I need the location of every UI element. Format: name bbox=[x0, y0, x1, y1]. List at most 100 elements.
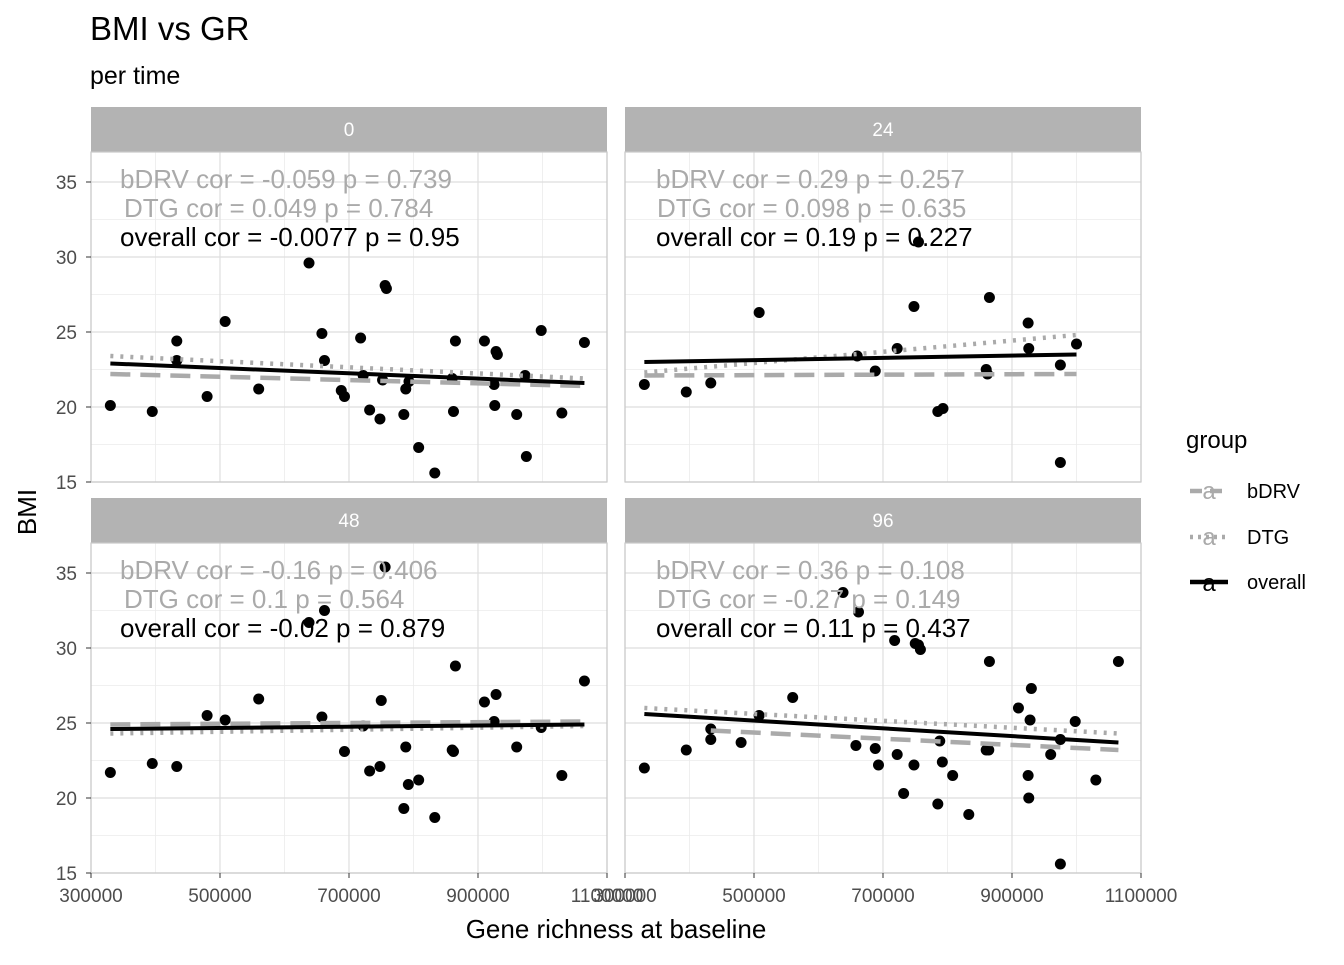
regression-line-bdrv bbox=[644, 371, 1077, 378]
legend-label-bdrv: bDRV bbox=[1247, 481, 1301, 503]
y-tick-label: 30 bbox=[56, 248, 77, 269]
y-tick-label: 15 bbox=[56, 473, 77, 494]
x-tick-label: 300000 bbox=[59, 886, 122, 907]
panel-border bbox=[624, 151, 1142, 483]
legend-key-glyph-bdrv: a bbox=[1202, 478, 1216, 505]
y-tick-label: 35 bbox=[56, 173, 77, 194]
panel-border bbox=[90, 151, 608, 483]
facet-strip-label: 0 bbox=[344, 120, 355, 141]
correlation-label-overall: overall cor = 0.11 p = 0.437 bbox=[656, 613, 971, 643]
regression-line-overall bbox=[644, 712, 1119, 745]
data-point bbox=[908, 759, 920, 771]
data-point bbox=[1054, 858, 1066, 870]
facet-strip bbox=[91, 107, 607, 152]
facet-strip bbox=[625, 498, 1141, 543]
data-point bbox=[889, 635, 901, 646]
data-point bbox=[478, 696, 490, 708]
data-point bbox=[379, 561, 391, 573]
data-point bbox=[519, 370, 531, 381]
data-point bbox=[1023, 343, 1035, 354]
regression-line-bdrv bbox=[110, 719, 585, 727]
correlation-label-bdrv: bDRV cor = -0.059 p = 0.739 bbox=[120, 164, 452, 194]
x-tick-label: 700000 bbox=[851, 886, 914, 907]
x-axis-label: Gene richness at baseline bbox=[466, 914, 767, 944]
data-point bbox=[171, 335, 183, 347]
legend-key-glyph-overall: a bbox=[1202, 570, 1216, 597]
facet-panels: 0 15 20 25 30 35 bDRV cor = -0.059 p = 0.739 DT… bbox=[56, 107, 1177, 907]
y-tick-label: 25 bbox=[56, 323, 77, 344]
legend-item-bdrv: a bDRV bbox=[1190, 478, 1301, 505]
data-point bbox=[932, 798, 944, 810]
chart-title: BMI vs GR bbox=[90, 10, 250, 47]
chart-subtitle: per time bbox=[90, 62, 180, 90]
data-point bbox=[171, 761, 183, 772]
facet-panel-96: 96 300000 500000 700000 900000 1100000 bDRV co… bbox=[593, 498, 1177, 907]
correlation-label-bdrv: bDRV cor = 0.29 p = 0.257 bbox=[656, 164, 965, 194]
x-tick-label: 500000 bbox=[188, 886, 251, 907]
data-point bbox=[398, 803, 410, 814]
legend-title: group bbox=[1186, 427, 1247, 454]
data-point bbox=[511, 409, 523, 420]
data-point bbox=[891, 749, 903, 760]
data-point bbox=[963, 809, 975, 820]
data-point bbox=[1022, 317, 1034, 329]
data-point bbox=[680, 386, 692, 398]
correlation-label-bdrv: bDRV cor = 0.36 p = 0.108 bbox=[656, 555, 965, 585]
data-point bbox=[1069, 716, 1081, 727]
data-point bbox=[1045, 749, 1057, 760]
data-point bbox=[201, 710, 213, 721]
data-point bbox=[219, 714, 231, 726]
data-point bbox=[638, 379, 650, 390]
y-axis-label: BMI bbox=[12, 489, 42, 535]
data-point bbox=[1071, 338, 1082, 350]
data-point bbox=[413, 774, 425, 786]
data-point bbox=[488, 379, 500, 390]
data-point bbox=[201, 391, 213, 402]
data-point bbox=[303, 617, 315, 628]
data-point bbox=[511, 741, 523, 753]
data-point bbox=[753, 307, 765, 318]
data-point bbox=[355, 332, 367, 344]
data-point bbox=[705, 377, 717, 389]
regression-line-overall bbox=[110, 722, 585, 731]
data-point bbox=[520, 451, 532, 462]
data-point bbox=[1024, 714, 1036, 726]
facet-strip-label: 48 bbox=[338, 511, 359, 532]
y-tick-label: 30 bbox=[56, 639, 77, 660]
y-tick-label: 20 bbox=[56, 789, 77, 810]
regression-line-dtg bbox=[644, 332, 1077, 375]
data-point bbox=[318, 355, 330, 366]
data-point bbox=[429, 812, 441, 823]
data-point bbox=[787, 692, 799, 703]
regression-line-bdrv bbox=[710, 728, 1119, 753]
regression-line-bdrv bbox=[110, 371, 585, 389]
data-point bbox=[1012, 702, 1024, 714]
data-point bbox=[447, 406, 459, 417]
data-point bbox=[1054, 359, 1066, 371]
data-point bbox=[447, 746, 459, 757]
data-point bbox=[364, 765, 376, 777]
data-point bbox=[891, 343, 903, 354]
correlation-label-dtg: DTG cor = 0.098 p = 0.635 bbox=[657, 193, 966, 223]
facet-strip-label: 24 bbox=[872, 120, 894, 141]
data-point bbox=[912, 236, 924, 248]
facet-strip bbox=[625, 107, 1141, 152]
correlation-label-overall: overall cor = 0.19 p = 0.227 bbox=[656, 222, 973, 252]
data-point bbox=[947, 770, 959, 781]
legend-key-glyph-dtg: a bbox=[1202, 524, 1216, 551]
data-point bbox=[400, 741, 412, 753]
data-point bbox=[983, 292, 995, 303]
data-point bbox=[318, 605, 330, 616]
data-point bbox=[1112, 656, 1124, 667]
data-point bbox=[680, 744, 692, 756]
data-point bbox=[338, 391, 350, 402]
data-point bbox=[735, 737, 747, 748]
data-point bbox=[1022, 770, 1034, 781]
data-point bbox=[705, 734, 717, 745]
data-point bbox=[1025, 683, 1037, 694]
data-point bbox=[253, 693, 265, 705]
x-tick-label: 1100000 bbox=[1105, 886, 1178, 907]
data-point bbox=[491, 349, 503, 360]
